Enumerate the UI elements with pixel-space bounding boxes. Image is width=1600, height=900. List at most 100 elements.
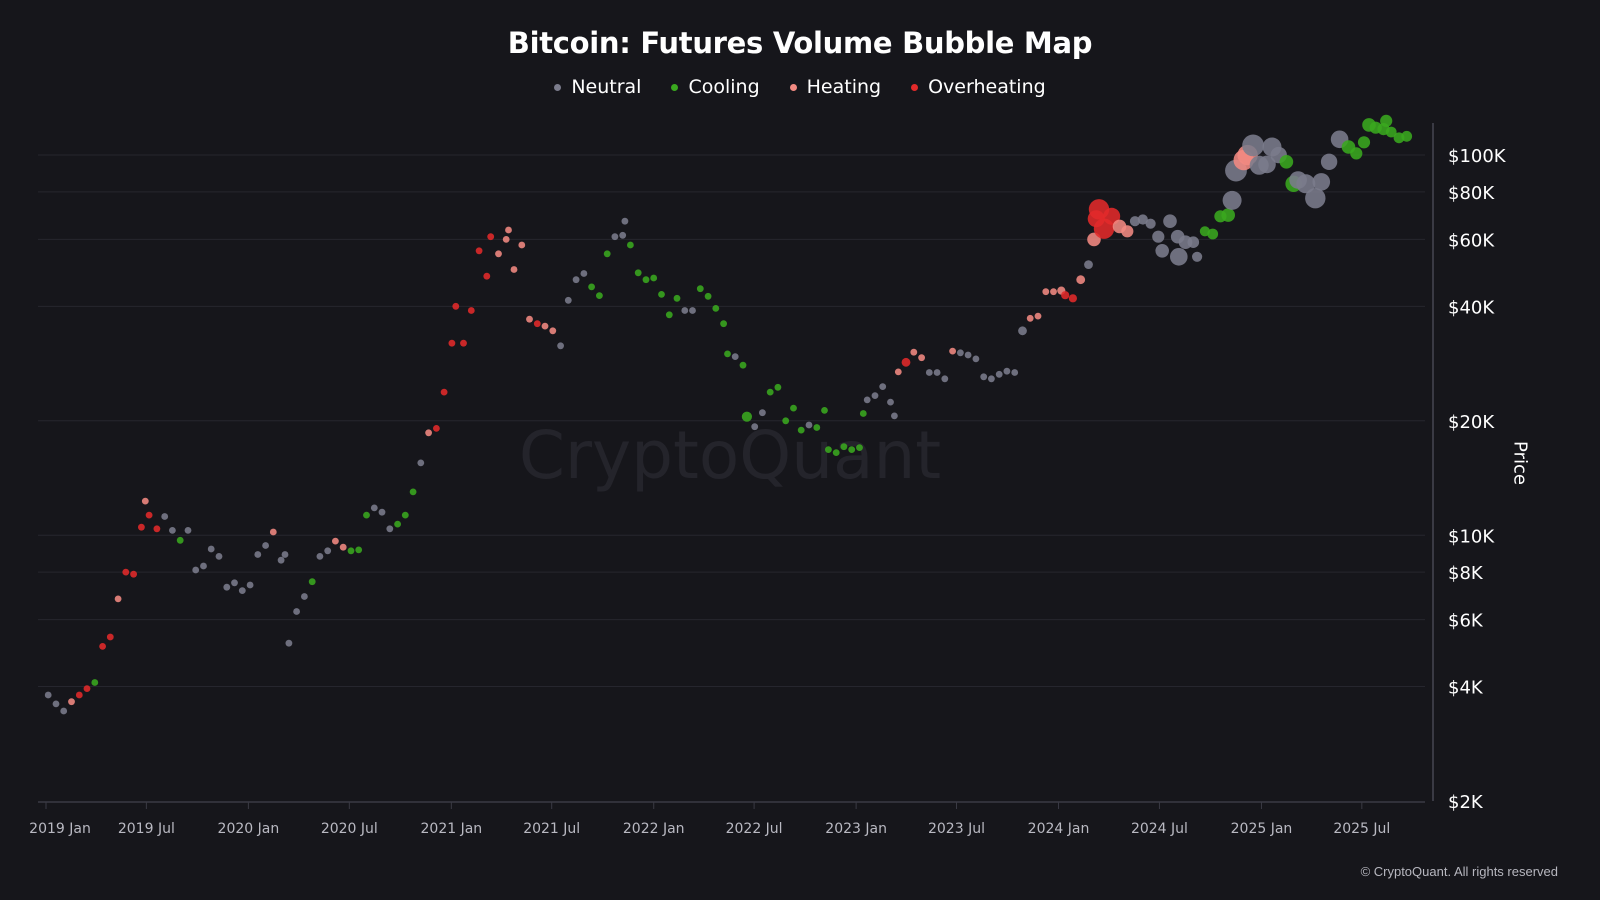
data-point-overheating xyxy=(433,425,440,432)
data-point-neutral xyxy=(1155,244,1169,258)
data-point-cooling xyxy=(856,444,863,451)
y-tick-label: $60K xyxy=(1448,230,1495,251)
legend-item-heating[interactable]: Heating xyxy=(789,76,881,98)
data-point-neutral xyxy=(1170,247,1188,266)
data-point-cooling xyxy=(603,250,611,258)
data-point-heating xyxy=(541,322,549,330)
data-point-cooling xyxy=(1221,208,1235,222)
data-point-neutral xyxy=(1018,326,1027,336)
data-point-neutral xyxy=(941,375,949,383)
data-point-overheating xyxy=(153,525,161,533)
data-point-neutral xyxy=(215,553,223,560)
data-point-neutral xyxy=(52,700,60,708)
data-point-cooling xyxy=(673,294,681,302)
y-tick-label: $8K xyxy=(1448,563,1484,584)
axes: $2K $4K $6K $8K $10K $20K $40K $60K $80K $100K 201… xyxy=(29,123,1507,837)
x-tick-label: 2023 Jan xyxy=(825,821,887,837)
data-point-neutral xyxy=(1137,214,1148,225)
data-point-neutral xyxy=(417,459,425,467)
data-point-overheating xyxy=(1061,291,1070,300)
x-tick-label: 2019 Jan xyxy=(29,821,91,837)
data-point-cooling xyxy=(832,449,840,456)
x-tick-label: 2022 Jan xyxy=(623,821,685,837)
data-point-neutral xyxy=(231,579,238,587)
legend-item-cooling[interactable]: Cooling xyxy=(671,76,760,98)
data-point-cooling xyxy=(363,511,370,519)
data-point-heating xyxy=(510,266,518,273)
data-point-heating xyxy=(1076,275,1086,285)
data-point-overheating xyxy=(122,568,130,576)
data-point-neutral xyxy=(871,392,879,399)
data-point-neutral xyxy=(207,545,215,553)
data-point-neutral xyxy=(386,525,394,533)
data-point-overheating xyxy=(145,511,153,519)
data-point-neutral xyxy=(192,566,200,574)
data-point-neutral xyxy=(751,423,759,431)
data-point-neutral xyxy=(1320,153,1338,170)
data-point-heating xyxy=(894,368,902,376)
legend-item-overheating[interactable]: Overheating xyxy=(911,76,1046,98)
data-point-heating xyxy=(1026,314,1034,322)
data-point-cooling xyxy=(347,547,355,555)
data-point-cooling xyxy=(696,285,704,293)
y-tick-label: $40K xyxy=(1448,297,1495,318)
data-point-overheating xyxy=(1068,294,1077,303)
data-point-neutral xyxy=(925,369,933,376)
data-point-neutral xyxy=(1242,134,1264,157)
x-tick-label: 2021 Jul xyxy=(523,821,580,837)
data-point-cooling xyxy=(394,520,401,528)
y-tick-label: $80K xyxy=(1448,183,1495,204)
x-tick-label: 2024 Jul xyxy=(1131,821,1188,837)
x-tick-label: 2020 Jul xyxy=(321,821,378,837)
data-point-cooling xyxy=(1207,228,1219,240)
data-point-heating xyxy=(549,327,557,335)
data-point-neutral xyxy=(1145,218,1156,229)
data-point-neutral xyxy=(1003,367,1011,375)
data-point-cooling xyxy=(1350,147,1363,160)
legend-item-neutral[interactable]: Neutral xyxy=(554,76,641,98)
data-point-cooling xyxy=(825,446,832,453)
data-point-overheating xyxy=(452,302,460,310)
watermark: CryptoQuant xyxy=(519,417,941,494)
data-point-heating xyxy=(526,315,533,323)
data-point-heating xyxy=(269,528,277,536)
y-tick-label: $20K xyxy=(1448,412,1495,433)
data-point-heating xyxy=(495,250,502,258)
data-point-cooling xyxy=(1357,136,1371,149)
x-tick-label: 2023 Jul xyxy=(928,821,985,837)
x-tick-label: 2025 Jan xyxy=(1231,821,1293,837)
x-tick-label: 2022 Jul xyxy=(726,821,783,837)
data-point-cooling xyxy=(704,292,712,300)
data-point-neutral xyxy=(1011,369,1019,376)
data-point-neutral xyxy=(611,233,619,241)
data-point-heating xyxy=(425,429,432,437)
data-point-heating xyxy=(1050,288,1057,296)
chart-title: Bitcoin: Futures Volume Bubble Map xyxy=(507,26,1093,60)
data-point-neutral xyxy=(1258,155,1276,174)
data-point-heating xyxy=(114,595,122,603)
data-point-heating xyxy=(1121,225,1134,238)
data-point-neutral xyxy=(1312,173,1331,191)
data-point-neutral xyxy=(161,513,169,520)
data-point-cooling xyxy=(596,292,603,299)
data-point-neutral xyxy=(879,383,887,390)
data-point-cooling xyxy=(739,361,747,369)
data-point-neutral xyxy=(572,276,580,284)
data-point-neutral xyxy=(988,375,995,383)
data-point-neutral xyxy=(254,551,262,558)
y-tick-label: $4K xyxy=(1448,678,1484,699)
legend-marker-overheating xyxy=(911,83,919,91)
data-point-cooling xyxy=(665,311,673,319)
data-point-neutral xyxy=(957,349,964,357)
data-point-cooling xyxy=(741,411,753,422)
data-point-cooling xyxy=(658,291,665,298)
data-point-cooling xyxy=(1279,155,1294,169)
data-point-cooling xyxy=(1380,114,1393,127)
y-axis-label: Price xyxy=(1509,441,1531,485)
data-point-neutral xyxy=(564,296,572,304)
data-point-neutral xyxy=(324,547,332,555)
data-point-heating xyxy=(1034,312,1042,320)
data-point-neutral xyxy=(759,409,766,417)
data-point-cooling xyxy=(91,679,99,686)
